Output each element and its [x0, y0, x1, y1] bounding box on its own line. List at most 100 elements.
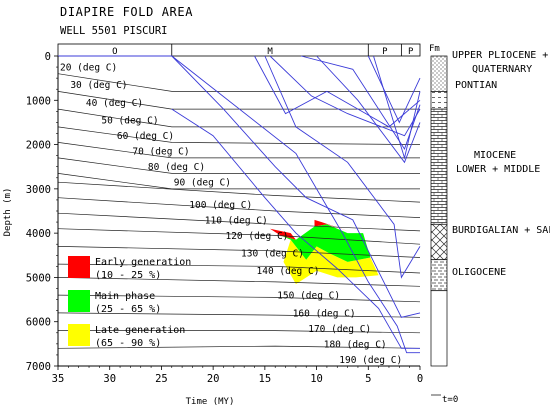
x-tick-label: 25: [155, 373, 168, 385]
legend-range: (10 - 25 %): [95, 270, 161, 281]
y-tick-label: 6000: [26, 317, 51, 329]
isotherm-label: 70 (deg C): [132, 147, 189, 158]
legend-swatch: [68, 256, 90, 278]
formation-label: QUATERNARY: [472, 64, 532, 75]
y-tick-label: 5000: [26, 272, 51, 284]
formation-label: OLIGOCENE: [452, 267, 506, 278]
burial-curve: [367, 55, 421, 124]
isotherm-line: [57, 294, 421, 303]
legend-label: Late generation: [95, 325, 185, 336]
x-tick-label: 20: [207, 373, 220, 385]
x-tick-label: 0: [417, 373, 423, 385]
isotherm-line: [57, 73, 420, 92]
period-label-2: P: [382, 47, 388, 57]
burial-curve: [264, 55, 421, 279]
formation-label: MIOCENE: [474, 150, 516, 161]
chart-title: DIAPIRE FOLD AREA: [60, 5, 193, 19]
burial-curve: [316, 55, 421, 164]
formation-band: [430, 108, 448, 225]
formation-band: [430, 223, 448, 261]
isotherm-label: 140 (deg C): [257, 266, 320, 277]
period-band: [57, 43, 421, 57]
isotherm-label: 40 (deg C): [86, 98, 143, 109]
generation-zone-2: [270, 228, 296, 240]
period-label-0: O: [112, 47, 117, 57]
formation-column-footer: t=0: [442, 395, 458, 405]
isotherm-line: [57, 345, 421, 349]
formation-band: [430, 259, 448, 292]
generation-zone-0: [283, 239, 379, 285]
isotherm-line: [57, 228, 421, 245]
x-tick-label: 10: [310, 373, 323, 385]
burial-curve: [171, 55, 421, 318]
legend-label: Early generation: [95, 257, 191, 268]
period-label-3: P: [408, 47, 414, 57]
legend-range: (25 - 65 %): [95, 304, 161, 315]
isotherm-label: 150 (deg C): [277, 291, 340, 302]
x-tick-label: 15: [259, 373, 272, 385]
isotherm-label: 100 (deg C): [189, 200, 252, 211]
formation-band: [430, 91, 448, 110]
formation-band: [430, 55, 448, 92]
isotherm-line: [57, 197, 421, 218]
burial-curve: [269, 55, 421, 137]
isotherm-line: [57, 181, 421, 203]
legend: Early generation (10 - 25 %) Main phase (25…: [68, 256, 191, 349]
isotherm-label: 90 (deg C): [174, 178, 231, 189]
x-axis-label: Time (MY): [186, 397, 235, 407]
isotherm-label: 190 (deg C): [339, 355, 402, 366]
formation-column-header: Fm: [429, 44, 440, 54]
legend-swatch: [68, 290, 90, 312]
legend-range: (65 - 90 %): [95, 338, 161, 349]
isotherm-label: 30 (deg C): [70, 80, 127, 91]
isotherm-label: 110 (deg C): [205, 215, 268, 226]
isotherm-line: [57, 277, 421, 287]
burial-curve: [171, 108, 420, 349]
isotherm-label: 170 (deg C): [308, 324, 371, 335]
x-tick-label: 5: [365, 373, 371, 385]
formation-label: PONTIAN: [455, 80, 497, 91]
isotherm-line: [57, 246, 421, 258]
burial-curve: [373, 55, 421, 160]
x-tick-label: 30: [103, 373, 116, 385]
y-axis-label: Depth (m): [3, 188, 13, 237]
formation-column: Fm t=0 UPPER PLIOCENE + QUATERNARY PONTIAN…: [429, 44, 550, 405]
formation-label: UPPER PLIOCENE +: [452, 50, 548, 61]
isotherm-label: 20 (deg C): [60, 63, 117, 74]
x-tick-label: 35: [52, 373, 65, 385]
isotherm-line: [57, 142, 420, 159]
isotherm-line: [58, 330, 421, 334]
isotherm-line: [57, 212, 421, 232]
legend-label: Main phase: [95, 291, 155, 302]
burial-curve: [254, 55, 421, 128]
chart-subtitle: WELL 5501 PISCURI: [60, 25, 167, 37]
isotherm-labels: 20 (deg C) 30 (deg C) 40 (deg C) 50 (deg C)…: [60, 63, 402, 366]
isotherm-label: 130 (deg C): [241, 249, 304, 260]
burial-curve: [300, 55, 421, 151]
isotherm-line: [57, 157, 420, 174]
y-tick-label: 0: [45, 51, 51, 63]
isotherm-label: 50 (deg C): [101, 116, 158, 127]
isotherm-line: [57, 126, 421, 145]
isotherm-line: [57, 263, 421, 274]
formation-band: [430, 290, 448, 367]
isotherm-line: [57, 312, 421, 318]
y-tick-label: 7000: [26, 361, 51, 373]
y-tick-label: 2000: [26, 140, 51, 152]
isotherm-label: 60 (deg C): [117, 131, 174, 142]
formation-label: LOWER + MIDDLE: [456, 164, 540, 175]
isotherm-label: 120 (deg C): [225, 231, 288, 242]
isotherm-label: 160 (deg C): [293, 308, 356, 319]
isotherm-label: 180 (deg C): [324, 339, 387, 350]
formation-label: BURDIGALIAN + SALT: [452, 225, 550, 236]
y-tick-label: 3000: [26, 184, 51, 196]
period-label-1: M: [267, 47, 273, 57]
burial-curves: [58, 55, 421, 354]
legend-swatch: [68, 324, 90, 346]
y-tick-label: 4000: [26, 228, 51, 240]
isotherm-line: [57, 108, 420, 128]
y-tick-label: 1000: [26, 95, 51, 107]
isotherm-label: 80 (deg C): [148, 162, 205, 173]
